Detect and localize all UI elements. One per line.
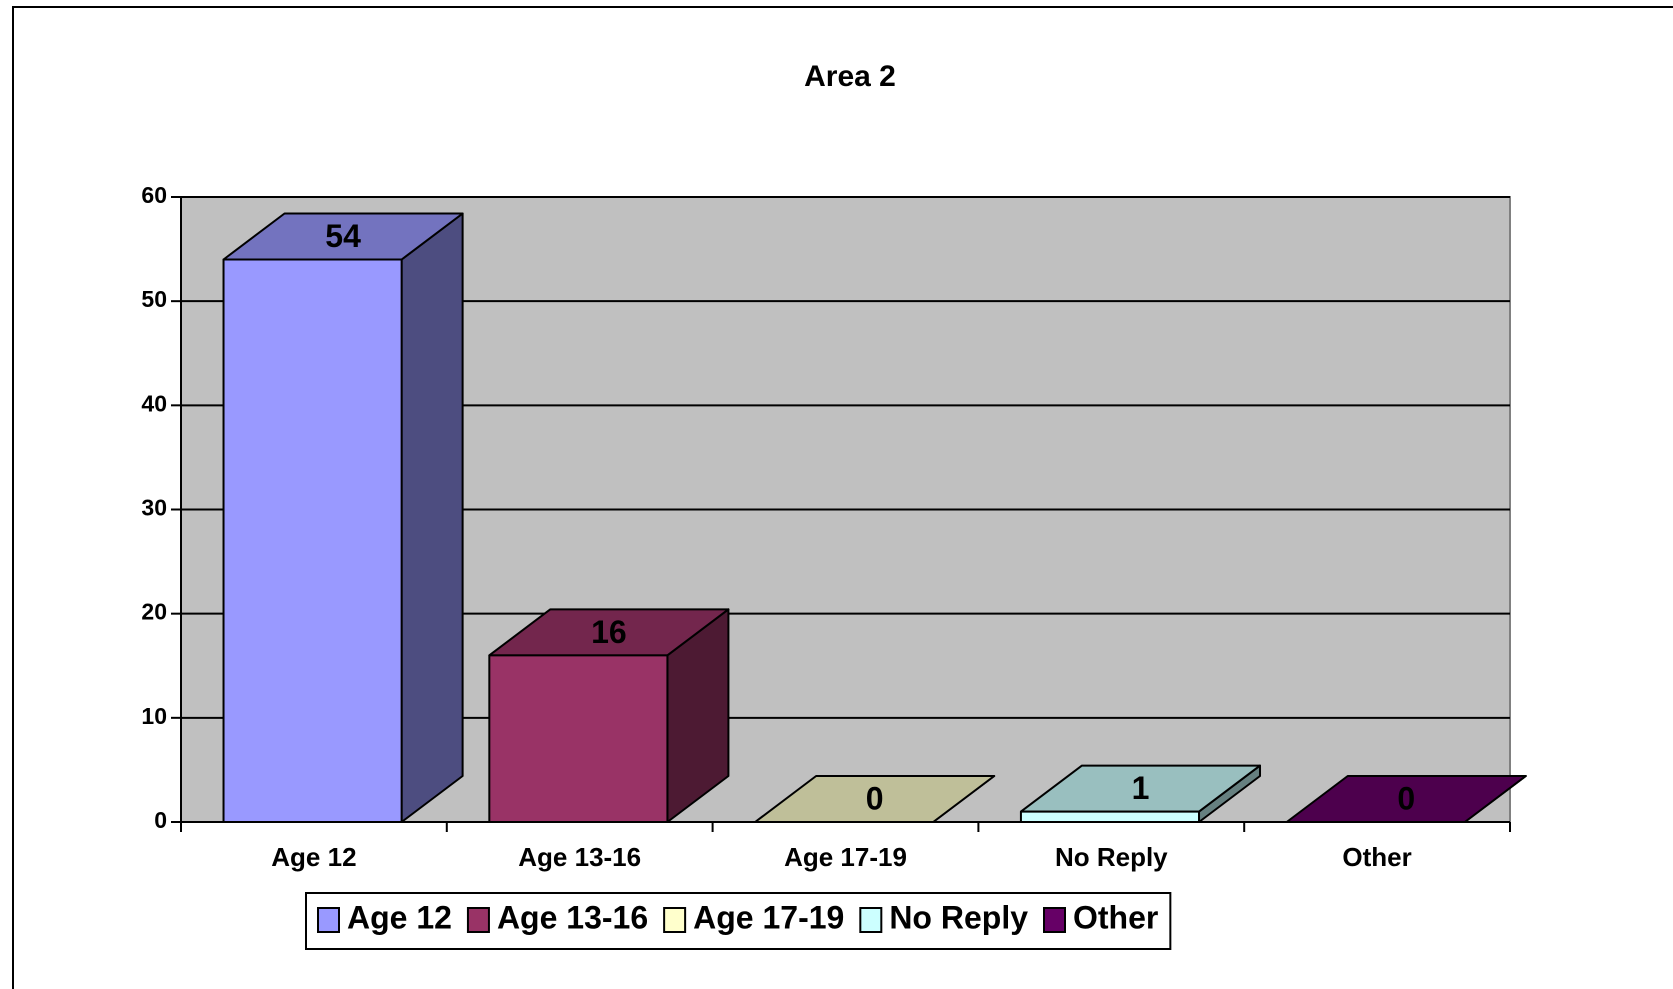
legend-label: Age 17-19: [693, 899, 844, 935]
x-tick-label: Age 13-16: [518, 842, 641, 872]
legend-label: Age 12: [347, 899, 452, 935]
value-label: 1: [1132, 770, 1150, 806]
x-tick-label: No Reply: [1055, 842, 1168, 872]
y-tick-label: 50: [141, 286, 167, 312]
y-tick-label: 0: [154, 807, 167, 833]
y-tick-label: 60: [141, 182, 167, 208]
chart-title: Area 2: [804, 60, 896, 93]
legend-swatch: [1043, 907, 1066, 933]
legend-swatch: [466, 907, 490, 933]
y-tick-label: 20: [141, 599, 167, 625]
legend-label: Age 13-16: [497, 899, 648, 935]
y-tick-label: 40: [141, 390, 167, 416]
x-tick-label: Other: [1342, 842, 1411, 872]
value-label: 0: [866, 780, 884, 816]
x-tick-label: Age 17-19: [784, 842, 907, 872]
legend-swatch: [859, 907, 883, 933]
x-tick-label: Age 12: [271, 842, 356, 872]
bar: [488, 654, 669, 823]
y-tick-label: 10: [141, 703, 167, 729]
legend-swatch: [317, 907, 340, 933]
bar: [1019, 810, 1201, 823]
legend-label: No Reply: [889, 899, 1028, 935]
value-label: 54: [325, 218, 361, 254]
bar: [222, 258, 403, 823]
legend-swatch: [663, 907, 687, 933]
y-tick-label: 30: [141, 495, 167, 521]
value-label: 0: [1397, 780, 1415, 816]
bar-top: [754, 775, 996, 823]
legend-label: Other: [1073, 899, 1158, 935]
value-label: 16: [591, 614, 627, 650]
bar-top: [1285, 775, 1527, 823]
bar-side: [400, 212, 464, 823]
legend: [305, 892, 1172, 950]
